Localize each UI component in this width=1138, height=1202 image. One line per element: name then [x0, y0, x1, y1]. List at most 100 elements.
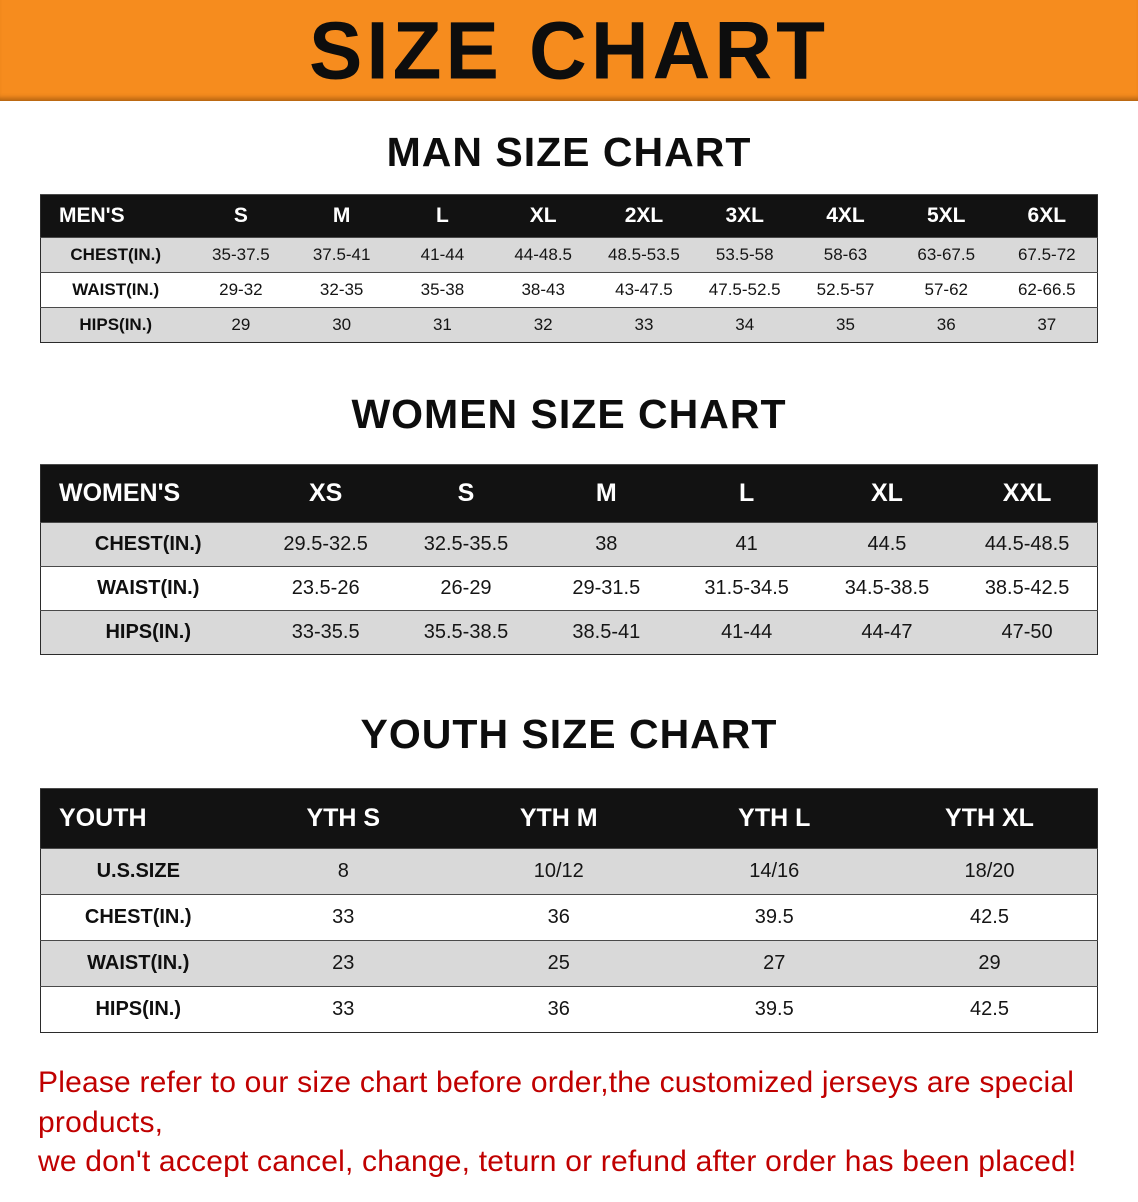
- men-section: MAN SIZE CHART MEN'S S M L XL 2XL 3XL 4XL 5XL 6XL…: [0, 101, 1138, 343]
- size-column-header: XL: [492, 194, 594, 238]
- size-column-header: 4XL: [795, 194, 896, 238]
- size-value: 30: [291, 307, 393, 343]
- size-value: 33: [235, 894, 451, 941]
- table-row: HIPS(IN.) 33 36 39.5 42.5: [40, 986, 1098, 1033]
- size-value: 42.5: [882, 986, 1098, 1033]
- size-value: 29: [882, 940, 1098, 987]
- size-value: 14/16: [666, 848, 882, 895]
- youth-section-heading: YOUTH SIZE CHART: [360, 711, 778, 757]
- size-value: 57-62: [895, 272, 997, 308]
- size-value: 39.5: [666, 894, 882, 941]
- size-value: 23.5-26: [255, 566, 396, 611]
- size-value: 44-48.5: [492, 237, 594, 273]
- size-value: 10/12: [451, 848, 667, 895]
- size-column-header: 2XL: [593, 194, 695, 238]
- size-value: 63-67.5: [895, 237, 997, 273]
- size-column-header: YTH S: [235, 788, 451, 849]
- size-value: 44-47: [816, 610, 958, 655]
- size-value: 18/20: [882, 848, 1098, 895]
- size-column-header: S: [395, 464, 537, 523]
- table-row: WAIST(IN.) 23.5-26 26-29 29-31.5 31.5-34.5 34…: [40, 566, 1098, 611]
- size-value: 32.5-35.5: [395, 522, 537, 567]
- size-value: 38-43: [492, 272, 594, 308]
- men-section-heading: MAN SIZE CHART: [386, 129, 752, 175]
- table-header-row: YOUTH YTH S YTH M YTH L YTH XL: [40, 788, 1098, 849]
- table-row: WAIST(IN.) 23 25 27 29: [40, 940, 1098, 987]
- table-row: HIPS(IN.) 33-35.5 35.5-38.5 38.5-41 41-44 44-…: [40, 610, 1098, 655]
- size-value: 53.5-58: [694, 237, 796, 273]
- size-value: 35.5-38.5: [395, 610, 537, 655]
- size-value: 31.5-34.5: [676, 566, 817, 611]
- table-row: WAIST(IN.) 29-32 32-35 35-38 38-43 43-47.5 47.…: [40, 272, 1098, 308]
- row-label: HIPS(IN.): [40, 986, 236, 1033]
- table-corner-label: YOUTH: [40, 788, 236, 849]
- table-row: HIPS(IN.) 29 30 31 32 33 34 35 36 37: [40, 307, 1098, 343]
- size-value: 8: [235, 848, 451, 895]
- size-column-header: YTH L: [666, 788, 882, 849]
- women-section-heading: WOMEN SIZE CHART: [351, 391, 787, 437]
- size-value: 35-37.5: [190, 237, 292, 273]
- size-value: 34.5-38.5: [816, 566, 958, 611]
- size-column-header: XS: [255, 464, 396, 523]
- size-column-header: M: [536, 464, 677, 523]
- row-label: WAIST(IN.): [40, 272, 191, 308]
- row-label: U.S.SIZE: [40, 848, 236, 895]
- row-label: CHEST(IN.): [40, 894, 236, 941]
- size-column-header: S: [190, 194, 292, 238]
- row-label: HIPS(IN.): [40, 307, 191, 343]
- size-value: 33: [593, 307, 695, 343]
- size-value: 29-32: [190, 272, 292, 308]
- size-value: 43-47.5: [593, 272, 695, 308]
- size-value: 47-50: [957, 610, 1098, 655]
- size-column-header: XL: [816, 464, 958, 523]
- row-label: WAIST(IN.): [40, 566, 256, 611]
- size-value: 39.5: [666, 986, 882, 1033]
- size-value: 32: [492, 307, 594, 343]
- table-corner-label: WOMEN'S: [40, 464, 256, 523]
- page-title: SIZE CHART: [309, 4, 829, 96]
- women-size-table: WOMEN'S XS S M L XL XXL CHEST(IN.) 29.5-32.5 32.5…: [40, 464, 1098, 655]
- size-column-header: 3XL: [694, 194, 796, 238]
- size-value: 48.5-53.5: [593, 237, 695, 273]
- size-value: 25: [451, 940, 667, 987]
- size-value: 35-38: [392, 272, 493, 308]
- size-value: 58-63: [795, 237, 896, 273]
- size-value: 62-66.5: [996, 272, 1098, 308]
- table-corner-label: MEN'S: [40, 194, 191, 238]
- size-value: 31: [392, 307, 493, 343]
- table-row: CHEST(IN.) 29.5-32.5 32.5-35.5 38 41 44.5 44.5…: [40, 522, 1098, 567]
- size-value: 26-29: [395, 566, 537, 611]
- youth-section: YOUTH SIZE CHART YOUTH YTH S YTH M YTH L YTH…: [0, 655, 1138, 1033]
- size-value: 35: [795, 307, 896, 343]
- size-column-header: XXL: [957, 464, 1098, 523]
- size-value: 44.5-48.5: [957, 522, 1098, 567]
- table-header-row: WOMEN'S XS S M L XL XXL: [40, 464, 1098, 523]
- size-value: 41: [676, 522, 817, 567]
- size-value: 32-35: [291, 272, 393, 308]
- men-size-table: MEN'S S M L XL 2XL 3XL 4XL 5XL 6XL CHEST(IN.) 35-37…: [40, 194, 1098, 343]
- size-column-header: L: [676, 464, 817, 523]
- size-value: 23: [235, 940, 451, 987]
- women-section: WOMEN SIZE CHART WOMEN'S XS S M L XL XXL CHEST(…: [0, 343, 1138, 655]
- size-value: 67.5-72: [996, 237, 1098, 273]
- size-value: 52.5-57: [795, 272, 896, 308]
- table-row: CHEST(IN.) 33 36 39.5 42.5: [40, 894, 1098, 941]
- size-value: 29: [190, 307, 292, 343]
- table-row: CHEST(IN.) 35-37.5 37.5-41 41-44 44-48.5 48.5…: [40, 237, 1098, 273]
- youth-size-table: YOUTH YTH S YTH M YTH L YTH XL U.S.SIZE 8 10/12…: [40, 788, 1098, 1033]
- footer-note: Please refer to our size chart before or…: [38, 1063, 1100, 1182]
- footer-note-line1: Please refer to our size chart before or…: [38, 1066, 1075, 1139]
- size-value: 41-44: [392, 237, 493, 273]
- size-value: 36: [451, 986, 667, 1033]
- size-column-header: YTH XL: [882, 788, 1098, 849]
- table-row: U.S.SIZE 8 10/12 14/16 18/20: [40, 848, 1098, 895]
- row-label: CHEST(IN.): [40, 237, 191, 273]
- size-value: 37: [996, 307, 1098, 343]
- size-value: 42.5: [882, 894, 1098, 941]
- size-value: 29-31.5: [536, 566, 677, 611]
- size-value: 34: [694, 307, 796, 343]
- banner: SIZE CHART: [0, 0, 1138, 101]
- size-value: 36: [451, 894, 667, 941]
- size-value: 44.5: [816, 522, 958, 567]
